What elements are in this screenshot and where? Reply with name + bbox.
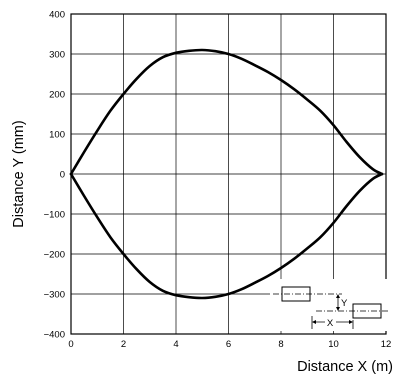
y-tick-label: −100 — [44, 210, 65, 221]
y-tick-label: 100 — [49, 130, 65, 141]
x-tick-label: 4 — [173, 339, 178, 350]
x-tick-labels: 0 2 4 6 8 10 12 — [68, 339, 391, 350]
x-tick-label: 0 — [68, 339, 73, 350]
series-group — [69, 48, 384, 300]
inset-x-arrow-right — [349, 320, 353, 324]
inset-x-label: X — [327, 318, 334, 329]
y-tick-label: 200 — [49, 90, 65, 101]
x-tick-label: 8 — [278, 339, 283, 350]
inset-y-label: Y — [341, 298, 348, 309]
inset-x-label-bg — [325, 317, 336, 327]
x-axis-title: Distance X (m) — [297, 359, 393, 374]
inset-diagram: X Y — [270, 279, 390, 331]
series-line-upper — [69, 48, 384, 176]
y-tick-label: −200 — [44, 250, 65, 261]
y-tick-label: 0 — [60, 170, 65, 181]
inset-y-arrow-down — [336, 307, 340, 311]
x-tick-label: 2 — [121, 339, 126, 350]
gridlines — [70, 13, 387, 335]
y-axis-title: Distance Y (mm) — [11, 120, 27, 227]
y-tick-label: 300 — [49, 50, 65, 61]
y-tick-labels: 400 300 200 100 0 −100 −200 −300 −400 — [44, 10, 65, 341]
x-tick-label: 10 — [328, 339, 339, 350]
y-tick-label: −400 — [44, 330, 65, 341]
inset-x-arrow-left — [312, 320, 316, 324]
inset-y-arrow-up — [336, 294, 340, 298]
series-line-lower — [69, 172, 384, 300]
y-tick-label: 400 — [49, 10, 65, 21]
x-tick-label: 12 — [381, 339, 392, 350]
y-tick-label: −300 — [44, 290, 65, 301]
x-tick-label: 6 — [226, 339, 231, 350]
